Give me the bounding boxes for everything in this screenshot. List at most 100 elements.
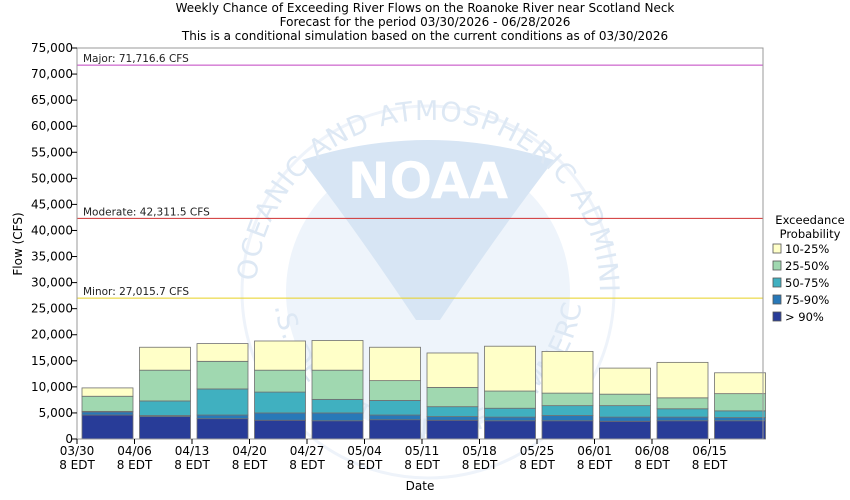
bar-segment-25-50 [426,386,479,408]
bar-segment-10-25 [714,372,766,395]
bar-segment-gt90 [139,416,191,440]
legend-label: > 90% [785,310,824,324]
bar-segment-gt90 [599,420,651,440]
x-tick-label-time: 8 EDT [174,458,210,472]
legend-label: 75-90% [785,293,829,307]
y-tick-label: 5,000 [39,406,73,420]
y-tick-label: 60,000 [31,119,73,133]
bar-segment-10-25 [369,346,421,382]
bar-segment-75-90 [254,412,306,421]
x-tick-label-time: 8 EDT [59,458,95,472]
bar-segment-10-25 [656,361,709,399]
bar-segment-75-90 [541,415,594,422]
y-tick-label: 45,000 [31,197,73,211]
x-tick-label-time: 8 EDT [232,458,268,472]
legend-swatch [772,277,782,288]
x-tick-label-date: 03/30 [60,444,95,458]
y-tick-label: 65,000 [31,93,73,107]
bar-segment-50-75 [599,405,651,418]
x-tick-label-date: 06/15 [692,444,727,458]
bar-segment-10-25 [426,352,479,388]
bar-segment-gt90 [714,420,766,440]
bar-segment-75-90 [81,411,134,416]
legend-swatch [772,243,782,254]
bar-segment-gt90 [484,420,536,440]
x-tick-label-time: 8 EDT [117,458,153,472]
y-tick-label: 15,000 [31,354,73,368]
bar-segment-10-25 [541,351,594,394]
y-tick-label: 0 [65,432,73,446]
bar-segment-75-90 [484,416,536,422]
bar-segment-75-90 [656,416,709,422]
y-tick-label: 50,000 [31,171,73,185]
bar-segment-75-90 [196,414,249,420]
bar-segment-gt90 [426,419,479,440]
bar-segment-50-75 [311,398,364,414]
bar-segment-25-50 [656,397,709,410]
x-tick-label-date: 05/18 [462,444,497,458]
bar-segment-10-25 [484,345,536,392]
x-tick-label-date: 06/01 [577,444,612,458]
bar-segment-25-50 [369,380,421,401]
bar-segment-50-75 [139,400,191,416]
bar-segment-25-50 [311,369,364,400]
bar-segment-gt90 [311,420,364,440]
x-tick-label-date: 04/06 [117,444,152,458]
bar-segment-25-50 [484,390,536,409]
chart-title: Weekly Chance of Exceeding River Flows o… [176,1,675,15]
x-tick-label-date: 04/13 [175,444,210,458]
x-tick-label-date: 04/27 [290,444,325,458]
y-tick-label: 20,000 [31,328,73,342]
x-tick-label-date: 06/08 [635,444,670,458]
bar-segment-75-90 [599,416,651,422]
x-tick-label-time: 8 EDT [462,458,498,472]
x-tick-label-time: 8 EDT [519,458,555,472]
bar-segment-25-50 [139,369,191,402]
x-tick-label-time: 8 EDT [577,458,613,472]
watermark-bird [302,140,554,320]
bar-segment-gt90 [254,419,306,440]
bar-segment-gt90 [656,420,709,440]
legend-swatch [772,260,782,271]
threshold-label: Major: 71,716.6 CFS [83,53,189,65]
x-tick-label-time: 8 EDT [634,458,670,472]
x-tick-label-time: 8 EDT [289,458,325,472]
y-tick-label: 40,000 [31,223,73,237]
bar-segment-50-75 [254,391,306,414]
bar-segment-10-25 [81,387,134,397]
bar-segment-10-25 [196,343,249,362]
legend-label: 50-75% [785,276,829,290]
y-tick-label: 10,000 [31,380,73,394]
bar-segment-10-25 [311,340,364,371]
bar-segment-50-75 [714,410,766,419]
bar-segment-50-75 [196,388,249,416]
bar-segment-25-50 [599,393,651,407]
x-tick-label-date: 05/04 [347,444,382,458]
watermark-logo-text: NOAA [348,152,509,210]
legend-title-line-2: Probability [780,227,841,241]
y-axis-title: Flow (CFS) [11,212,25,275]
x-tick-label-time: 8 EDT [347,458,383,472]
y-tick-label: 25,000 [31,302,73,316]
plot-frame [76,47,764,440]
bar-segment-75-90 [369,414,421,421]
bar-segment-gt90 [196,418,249,440]
bar-segment-50-75 [426,406,479,417]
bar-segment-25-50 [541,392,594,407]
bar-segment-25-50 [196,360,249,390]
bar-segment-50-75 [541,405,594,416]
legend-swatch [772,294,782,305]
legend-label: 10-25% [785,242,829,256]
bar-segment-75-90 [714,417,766,422]
y-tick-label: 70,000 [31,67,73,81]
bar-segment-10-25 [254,340,306,371]
y-tick-label: 55,000 [31,145,73,159]
y-tick-label: 75,000 [31,41,73,55]
axes-layer: 0 5,000 10,000 15,000 20,000 25,000 30,000 35,0… [31,41,764,472]
legend-title-line-1: Exceedance [775,213,844,227]
bar-segment-25-50 [81,395,134,412]
bar-segment-75-90 [311,412,364,422]
bar-segment-gt90 [369,419,421,440]
bars-layer [81,340,766,440]
